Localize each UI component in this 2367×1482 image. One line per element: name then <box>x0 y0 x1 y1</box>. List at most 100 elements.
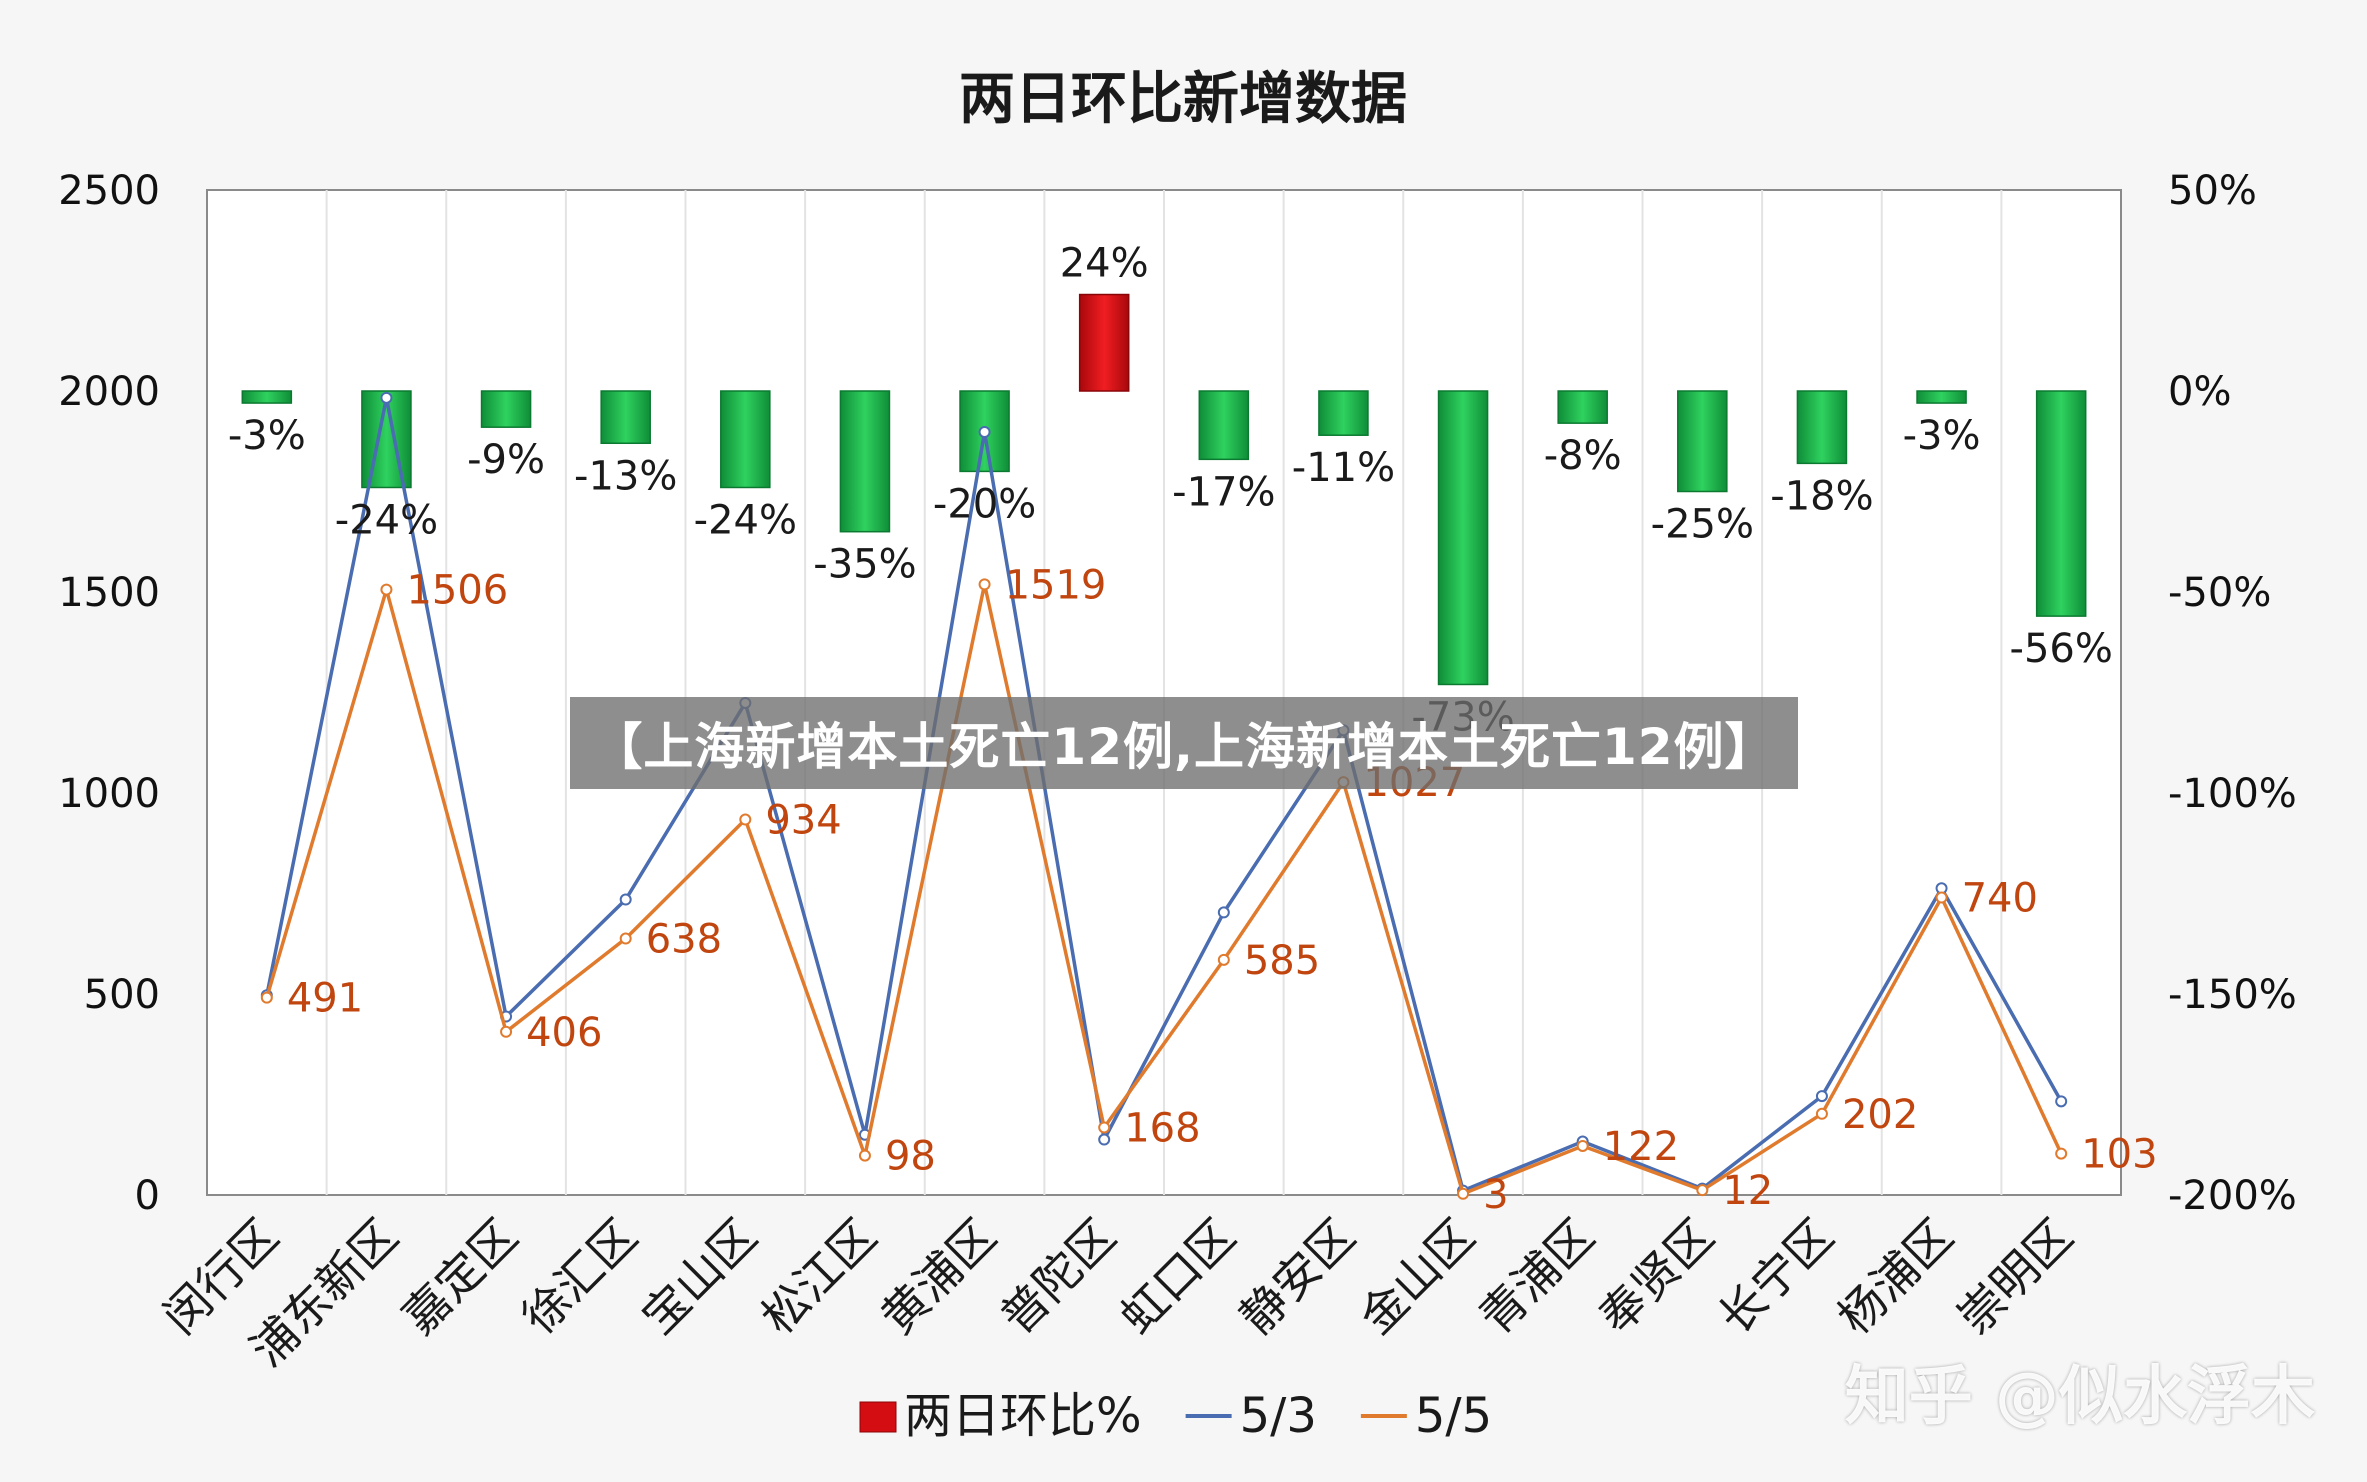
bar-label-7: 24% <box>1060 241 1149 287</box>
point-1-15 <box>2055 1147 2068 1160</box>
bar-5 <box>839 390 891 533</box>
left-axis-tick: 1500 <box>58 570 160 616</box>
point-1-14 <box>1935 891 1948 904</box>
bar-label-6: -20% <box>933 481 1036 527</box>
category-label-9: 静安区 <box>1229 1209 1365 1345</box>
line-label-0: 491 <box>287 976 363 1022</box>
line-label-12: 12 <box>1722 1168 1773 1214</box>
left-axis-tick: 1000 <box>58 771 160 817</box>
category-axis: 闵行区浦东新区嘉定区徐汇区宝山区松江区黄浦区普陀区虹口区静安区金山区青浦区奉贤区… <box>153 1209 2083 1377</box>
point-0-6 <box>978 426 991 439</box>
point-1-0 <box>260 991 273 1004</box>
right-axis-tick: -50% <box>2168 570 2271 616</box>
line-label-3: 638 <box>646 917 722 963</box>
bar-1 <box>361 390 412 489</box>
left-axis: 0 500 1000 1500 2000 2500 <box>58 168 160 1219</box>
legend-label-0: 两日环比% <box>904 1388 1142 1444</box>
point-0-1 <box>380 391 393 404</box>
left-axis-tick: 0 <box>135 1173 160 1219</box>
grid-lines <box>325 190 2003 1195</box>
point-1-1 <box>380 583 393 596</box>
point-0-13 <box>1815 1090 1828 1103</box>
line-label-5: 98 <box>885 1134 936 1180</box>
line-label-8: 585 <box>1244 938 1320 984</box>
bar-2 <box>480 390 532 428</box>
line-label-7: 168 <box>1124 1105 1200 1151</box>
bar-label-14: -3% <box>1903 413 1981 459</box>
point-1-13 <box>1815 1107 1828 1120</box>
right-axis-tick: -150% <box>2168 972 2297 1018</box>
bar-7 <box>1078 293 1130 392</box>
bar-9 <box>1318 390 1369 436</box>
bar-label-12: -25% <box>1651 502 1754 548</box>
right-axis-tick: -200% <box>2168 1173 2297 1219</box>
category-label-12: 奉贤区 <box>1588 1209 1724 1345</box>
bar-11 <box>1557 390 1608 424</box>
bar-4 <box>720 390 771 489</box>
bar-series <box>241 293 2087 686</box>
point-1-6 <box>978 578 991 591</box>
watermark: 知乎 @似水浮木 <box>1844 1360 2315 1434</box>
category-label-3: 徐汇区 <box>512 1209 648 1345</box>
point-0-3 <box>619 893 632 906</box>
point-0-15 <box>2055 1095 2068 1108</box>
bar-label-3: -13% <box>574 453 677 499</box>
bar-label-2: -9% <box>467 437 545 483</box>
bar-label-8: -17% <box>1172 469 1275 515</box>
chart-title: 两日环比新增数据 <box>959 67 1407 132</box>
bar-10 <box>1437 390 1489 686</box>
right-axis-tick: 50% <box>2168 168 2257 214</box>
bar-0 <box>241 390 293 404</box>
bar-13 <box>1796 390 1848 465</box>
category-label-11: 青浦区 <box>1469 1209 1605 1345</box>
line-label-10: 3 <box>1483 1172 1508 1218</box>
category-label-13: 长宁区 <box>1708 1209 1844 1345</box>
point-1-2 <box>500 1025 513 1038</box>
right-axis: -200% -150% -100% -50% 0% 50% <box>2168 168 2297 1219</box>
line-label-4: 934 <box>765 798 841 844</box>
bar-label-4: -24% <box>694 497 797 543</box>
line-label-1: 1506 <box>406 568 508 614</box>
bar-label-15: -56% <box>2010 626 2113 672</box>
legend: 两日环比% 5/3 5/5 <box>859 1388 1492 1444</box>
legend-swatch-bar <box>859 1401 897 1433</box>
category-label-5: 松江区 <box>751 1209 887 1345</box>
point-1-5 <box>858 1149 871 1162</box>
point-0-7 <box>1098 1133 1111 1146</box>
category-label-4: 宝山区 <box>631 1209 767 1345</box>
bar-label-5: -35% <box>813 542 916 588</box>
point-1-7 <box>1098 1121 1111 1134</box>
category-label-14: 杨浦区 <box>1828 1209 1964 1345</box>
point-1-11 <box>1576 1139 1589 1152</box>
point-1-10 <box>1457 1187 1470 1200</box>
bar-label-1: -24% <box>335 497 438 543</box>
line-5/3 <box>265 396 2063 1193</box>
right-axis-tick: -100% <box>2168 771 2297 817</box>
line-label-2: 406 <box>526 1010 602 1056</box>
line-5/5 <box>265 582 2063 1196</box>
bar-12 <box>1677 390 1728 493</box>
bar-15 <box>2035 390 2087 617</box>
category-label-7: 普陀区 <box>990 1209 1126 1345</box>
line-label-13: 202 <box>1842 1092 1918 1138</box>
point-1-8 <box>1217 953 1230 966</box>
line-label-11: 122 <box>1603 1124 1679 1170</box>
bar-label-9: -11% <box>1292 445 1395 491</box>
point-1-3 <box>619 932 632 945</box>
bar-label-0: -3% <box>228 413 306 459</box>
category-label-6: 黄浦区 <box>871 1209 1007 1345</box>
line-label-6: 1519 <box>1005 562 1107 608</box>
category-label-8: 虹口区 <box>1110 1209 1246 1345</box>
category-label-15: 崇明区 <box>1947 1209 2083 1345</box>
bar-8 <box>1198 390 1250 461</box>
line-series <box>260 391 2068 1200</box>
bar-label-13: -18% <box>1770 473 1873 519</box>
line-label-15: 103 <box>2081 1132 2157 1178</box>
left-axis-tick: 2500 <box>58 168 160 214</box>
line-label-14: 740 <box>1962 876 2038 922</box>
bar-label-11: -8% <box>1544 433 1622 479</box>
point-1-12 <box>1696 1184 1709 1197</box>
legend-label-1: 5/3 <box>1240 1388 1317 1444</box>
legend-label-2: 5/5 <box>1415 1388 1492 1444</box>
left-axis-tick: 500 <box>84 972 160 1018</box>
